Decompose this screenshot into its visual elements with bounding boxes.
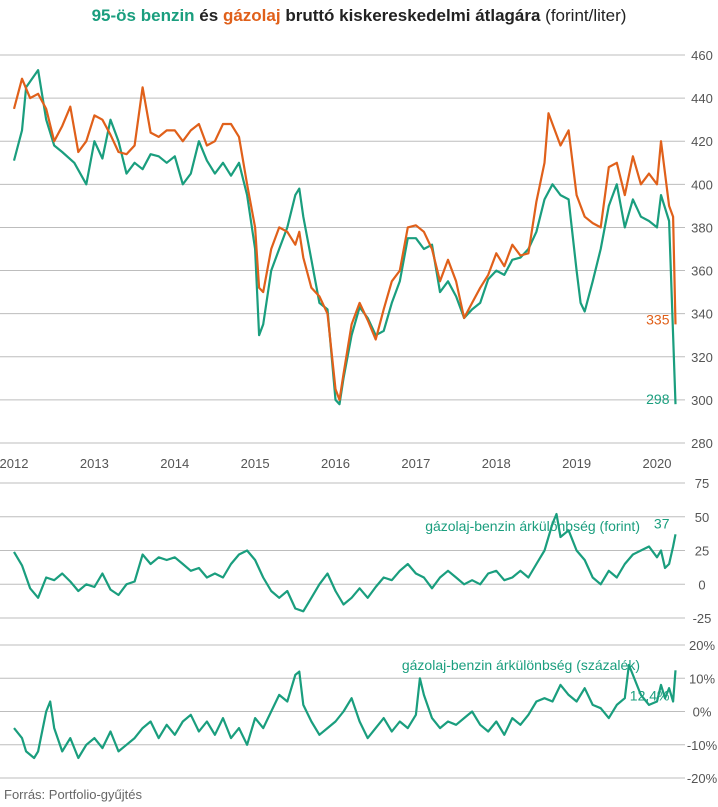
panel-label: gázolaj-benzin árkülönbség (forint) [425, 518, 640, 534]
series-line-1 [12, 77, 677, 401]
series-line-0 [13, 512, 677, 613]
y-tick-label: 340 [691, 307, 713, 322]
x-tick-label: 2019 [562, 456, 591, 471]
y-tick-label: -10% [687, 738, 718, 753]
y-tick-label: 280 [691, 436, 713, 451]
y-tick-label: 0% [693, 705, 712, 720]
source-note: Forrás: Portfolio-gyűjtés [4, 787, 142, 802]
panel-price: 280 300 320 340 360 380 400 420 440 460 2012 2013 20… [0, 48, 713, 471]
title-and: és [199, 6, 219, 25]
y-tick-label: 10% [689, 671, 715, 686]
y-tick-label: 50 [695, 510, 709, 525]
x-tick-label: 2017 [401, 456, 430, 471]
y-tick-label: 25 [695, 544, 709, 559]
x-tick-label: 2013 [80, 456, 109, 471]
title-unit: (forint/liter) [545, 6, 627, 25]
end-value-label: 37 [654, 515, 670, 531]
y-tick-label: 300 [691, 393, 713, 408]
y-tick-label: 0 [698, 577, 705, 592]
chart-title: 95-ös benzin és gázolaj bruttó kiskeresk… [0, 6, 718, 26]
panel-diff-percent: -20% -10% 0% 10% 20% gázolaj-benzin árkülönbs… [0, 638, 718, 786]
panel-diff-forint: -25 0 25 50 75 gázolaj-benzin árkülönbség (fo… [0, 476, 711, 626]
series-line-0 [12, 69, 677, 406]
x-tick-label: 2020 [643, 456, 672, 471]
title-petrol: 95-ös benzin [91, 6, 195, 25]
y-tick-label: 460 [691, 48, 713, 63]
y-tick-label: 360 [691, 264, 713, 279]
end-value-label: 298 [646, 391, 670, 407]
x-tick-label: 2018 [482, 456, 511, 471]
title-diesel: gázolaj [222, 6, 281, 25]
end-value-label: 335 [646, 311, 670, 327]
y-tick-label: -25 [693, 611, 712, 626]
y-tick-label: -20% [687, 771, 718, 786]
x-tick-label: 2012 [0, 456, 28, 471]
end-value-label: 12,4% [630, 687, 670, 703]
y-tick-label: 440 [691, 91, 713, 106]
y-tick-label: 420 [691, 134, 713, 149]
y-tick-label: 400 [691, 177, 713, 192]
panel-label: gázolaj-benzin árkülönbség (százalék) [402, 657, 640, 673]
series-line-0 [13, 663, 677, 760]
y-tick-label: 320 [691, 350, 713, 365]
y-tick-label: 75 [695, 476, 709, 491]
x-tick-label: 2015 [241, 456, 270, 471]
x-tick-label: 2014 [160, 456, 189, 471]
x-tick-label: 2016 [321, 456, 350, 471]
y-tick-label: 380 [691, 220, 713, 235]
title-rest: bruttó kiskereskedelmi átlagára [285, 6, 541, 25]
y-tick-label: 20% [689, 638, 715, 653]
